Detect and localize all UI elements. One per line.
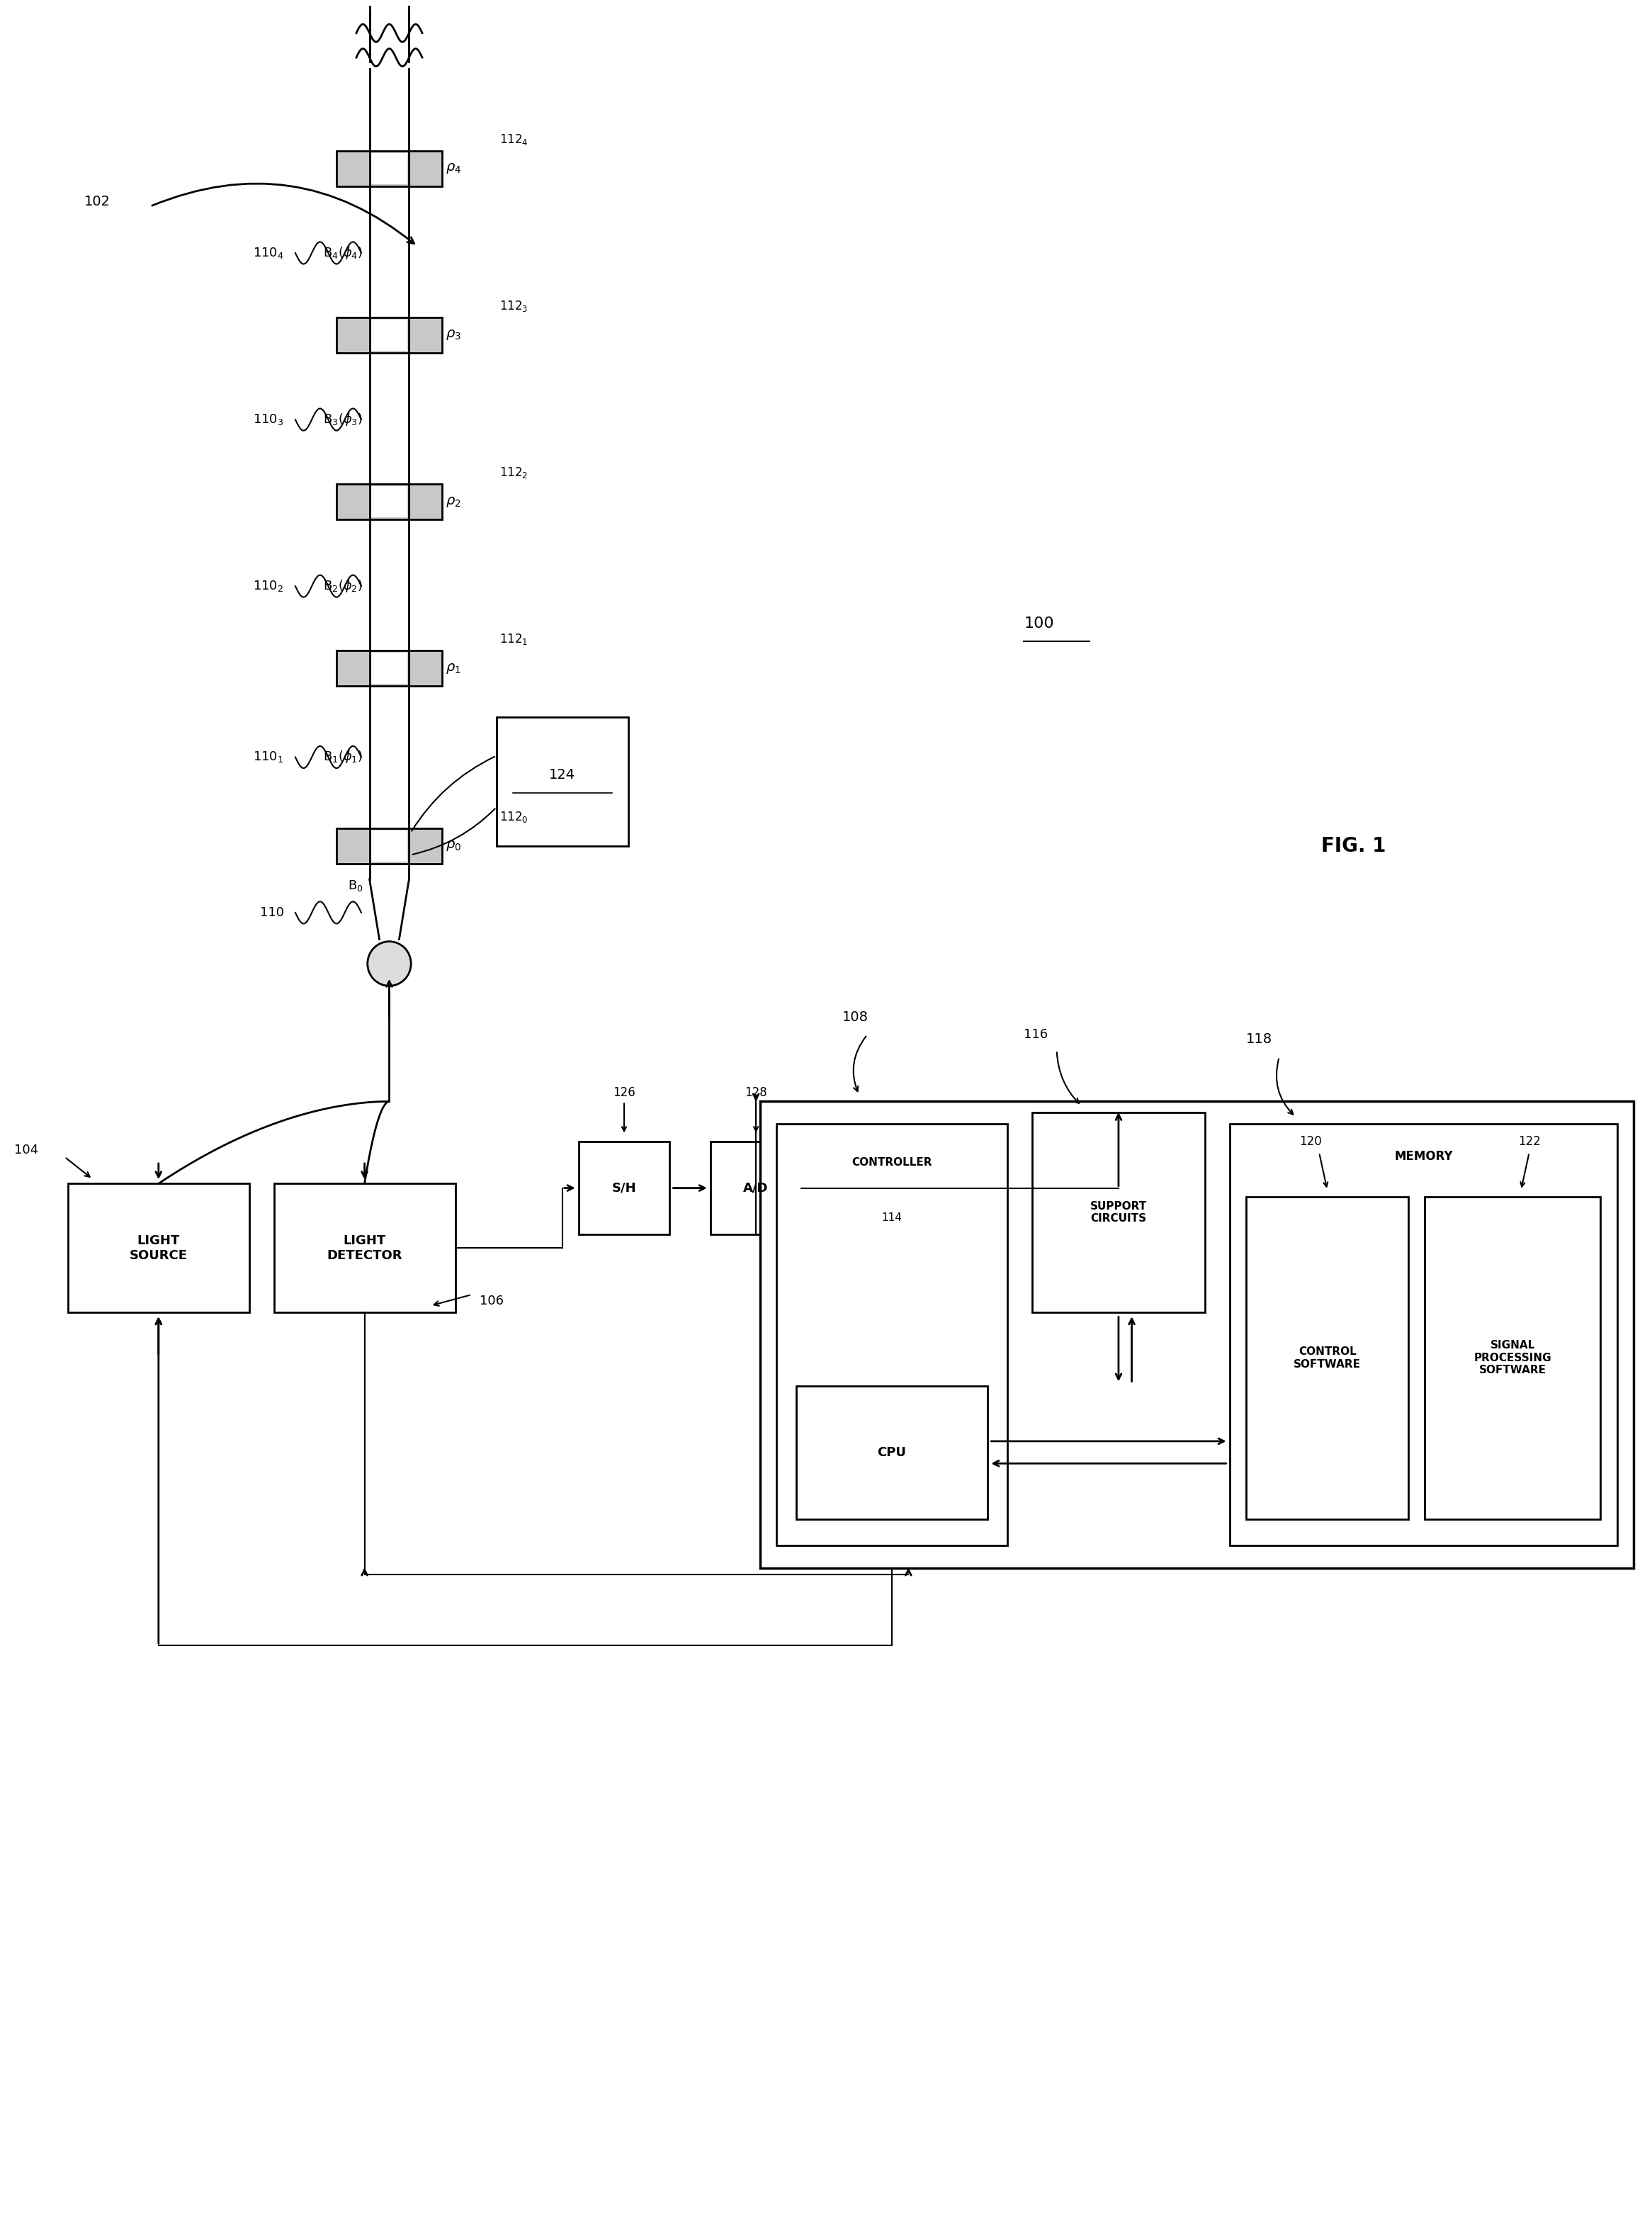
Text: B$_3$($\phi_3$): B$_3$($\phi_3$) [324,412,363,427]
Bar [1229,1124,1617,1546]
Text: 110$_2$: 110$_2$ [253,578,284,594]
Bar [1032,1112,1204,1313]
Text: 110$_1$: 110$_1$ [253,750,284,763]
Ellipse shape [367,941,411,986]
Bar [337,151,443,187]
Text: 100: 100 [1024,616,1054,632]
Bar [496,716,628,846]
Text: B$_0$: B$_0$ [347,879,363,892]
Bar [372,154,408,185]
Bar [68,1184,249,1313]
Bar [1426,1197,1601,1520]
Bar [796,1386,988,1520]
Bar [760,1101,1634,1569]
Text: SIGNAL
PROCESSING
SOFTWARE: SIGNAL PROCESSING SOFTWARE [1474,1339,1551,1375]
Text: 122: 122 [1518,1135,1541,1148]
Text: 104: 104 [15,1144,38,1157]
Text: 112$_3$: 112$_3$ [499,298,529,314]
Bar [776,1124,1008,1546]
Bar [372,320,408,352]
Text: CONTROLLER: CONTROLLER [852,1157,932,1168]
Text: 128: 128 [745,1086,767,1099]
Text: 112$_2$: 112$_2$ [499,465,529,481]
Text: 108: 108 [843,1010,869,1023]
Text: CONTROL
SOFTWARE: CONTROL SOFTWARE [1294,1346,1361,1368]
Text: $\rho_4$: $\rho_4$ [446,162,461,176]
Text: 120: 120 [1300,1135,1322,1148]
Text: A/D: A/D [743,1181,768,1195]
Text: 102: 102 [84,196,111,209]
Text: 112$_4$: 112$_4$ [499,134,529,147]
Text: 112$_1$: 112$_1$ [499,632,529,647]
Text: 110$_3$: 110$_3$ [253,412,284,427]
Text: B$_2$($\phi_2$): B$_2$($\phi_2$) [324,578,363,594]
Bar [274,1184,456,1313]
Text: FIG. 1: FIG. 1 [1322,837,1386,857]
Bar [1246,1197,1409,1520]
Text: LIGHT
SOURCE: LIGHT SOURCE [129,1235,188,1262]
Bar [372,830,408,861]
Bar [337,828,443,863]
Text: 106: 106 [481,1295,504,1308]
Bar [578,1141,669,1235]
Bar [710,1141,801,1235]
Text: MEMORY: MEMORY [1394,1150,1452,1164]
Text: $\rho_1$: $\rho_1$ [446,661,461,674]
Text: 114: 114 [882,1213,902,1224]
Text: $\rho_2$: $\rho_2$ [446,494,461,510]
Text: 110: 110 [259,906,284,919]
Text: 124: 124 [548,768,575,781]
Bar [372,485,408,516]
Text: 110$_4$: 110$_4$ [253,245,284,260]
Bar [337,318,443,354]
Text: SUPPORT
CIRCUITS: SUPPORT CIRCUITS [1090,1202,1146,1224]
Text: 118: 118 [1246,1032,1272,1046]
Text: $\rho_0$: $\rho_0$ [446,839,461,852]
Text: B$_4$($\phi_4$): B$_4$($\phi_4$) [324,245,363,260]
Text: 112$_0$: 112$_0$ [499,810,529,823]
Bar [337,650,443,685]
Bar [372,652,408,683]
Text: 116: 116 [1024,1028,1047,1041]
Bar [337,485,443,518]
Text: S/H: S/H [611,1181,636,1195]
Text: CPU: CPU [877,1446,907,1460]
Text: LIGHT
DETECTOR: LIGHT DETECTOR [327,1235,403,1262]
Text: $\rho_3$: $\rho_3$ [446,329,461,343]
Text: 126: 126 [613,1086,636,1099]
Text: B$_1$($\phi_1$): B$_1$($\phi_1$) [324,750,363,765]
